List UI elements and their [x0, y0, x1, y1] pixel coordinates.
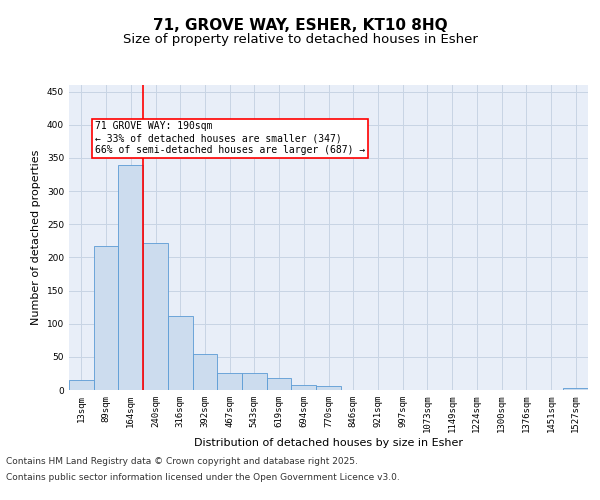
Bar — [143, 244, 168, 390]
Bar — [267, 378, 292, 390]
Bar — [292, 384, 316, 390]
Bar — [69, 380, 94, 390]
Bar — [563, 388, 588, 390]
Bar — [118, 164, 143, 390]
Y-axis label: Number of detached properties: Number of detached properties — [31, 150, 41, 325]
Bar — [242, 374, 267, 390]
Bar — [168, 316, 193, 390]
X-axis label: Distribution of detached houses by size in Esher: Distribution of detached houses by size … — [194, 438, 463, 448]
Text: Size of property relative to detached houses in Esher: Size of property relative to detached ho… — [122, 32, 478, 46]
Bar — [217, 374, 242, 390]
Bar — [316, 386, 341, 390]
Text: 71, GROVE WAY, ESHER, KT10 8HQ: 71, GROVE WAY, ESHER, KT10 8HQ — [152, 18, 448, 32]
Text: Contains public sector information licensed under the Open Government Licence v3: Contains public sector information licen… — [6, 472, 400, 482]
Text: 71 GROVE WAY: 190sqm
← 33% of detached houses are smaller (347)
66% of semi-deta: 71 GROVE WAY: 190sqm ← 33% of detached h… — [95, 122, 365, 154]
Text: Contains HM Land Registry data © Crown copyright and database right 2025.: Contains HM Land Registry data © Crown c… — [6, 458, 358, 466]
Bar — [94, 246, 118, 390]
Bar — [193, 354, 217, 390]
